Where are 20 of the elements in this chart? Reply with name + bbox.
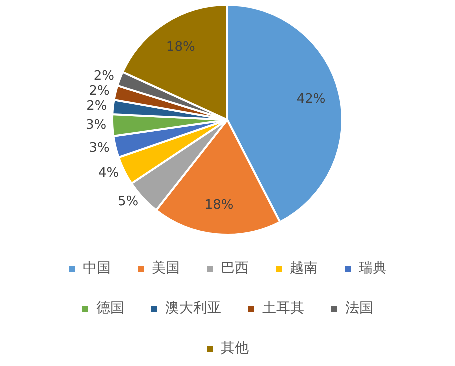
- data-label: 4%: [98, 166, 120, 182]
- data-label: 2%: [94, 69, 114, 84]
- legend-label: 土耳其: [262, 300, 304, 317]
- legend-label: 巴西: [221, 260, 249, 277]
- data-label: 2%: [89, 84, 110, 99]
- data-label: 2%: [86, 98, 108, 114]
- legend-label: 德国: [96, 300, 124, 317]
- data-label: 3%: [86, 118, 107, 134]
- legend-label: 瑞典: [359, 260, 387, 277]
- legend-label: 澳大利亚: [166, 300, 222, 317]
- data-label: 18%: [166, 40, 196, 55]
- legend-label: 中国: [83, 260, 111, 277]
- legend-label: 越南: [290, 260, 318, 277]
- data-label: 18%: [204, 198, 234, 214]
- legend-label: 其他: [221, 340, 249, 357]
- legend-label: 法国: [346, 300, 374, 317]
- data-label: 3%: [89, 140, 110, 156]
- data-label: 42%: [296, 92, 326, 108]
- data-label: 5%: [118, 194, 139, 210]
- legend-label: 美国: [152, 260, 180, 277]
